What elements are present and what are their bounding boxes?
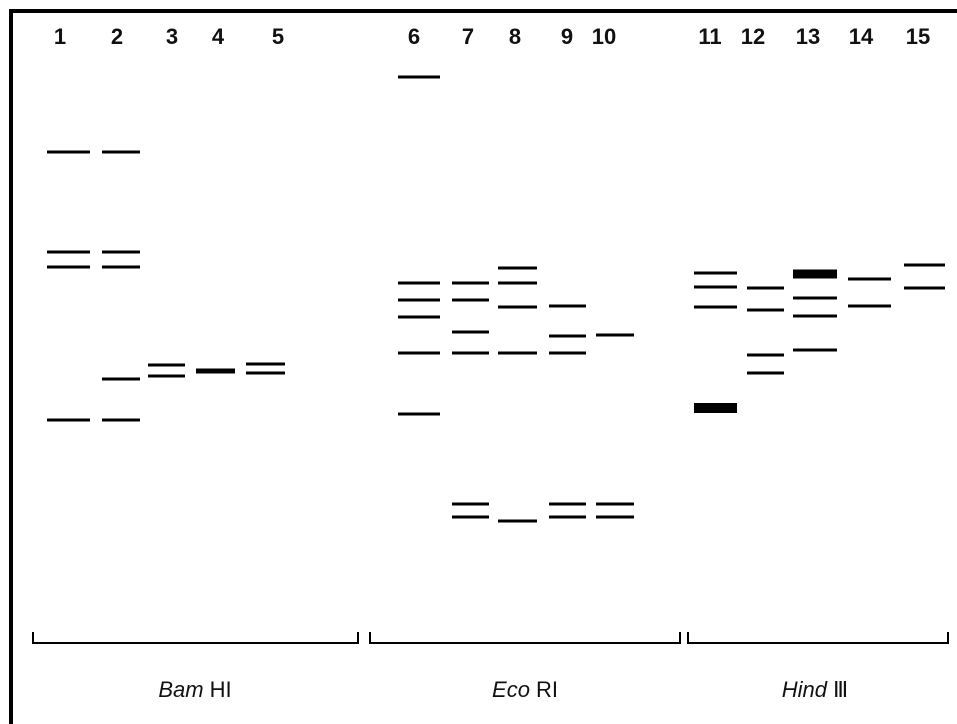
lane-label: 2 — [111, 24, 123, 49]
background — [0, 0, 957, 724]
enzyme-name-suffix: RI — [536, 677, 558, 702]
lane-label: 10 — [592, 24, 616, 49]
lane-label: 5 — [272, 24, 284, 49]
band — [102, 251, 140, 254]
lane-label: 8 — [509, 24, 521, 49]
band — [549, 335, 586, 338]
band — [47, 251, 90, 254]
band — [694, 272, 737, 275]
band — [694, 306, 737, 309]
band — [498, 267, 537, 270]
enzyme-name-italic: Eco — [492, 677, 530, 702]
band — [398, 282, 440, 285]
band — [196, 369, 235, 374]
band — [793, 270, 837, 279]
lane-label: 1 — [54, 24, 66, 49]
band — [694, 403, 737, 413]
band — [398, 413, 440, 416]
band — [398, 316, 440, 319]
band — [498, 306, 537, 309]
band — [398, 76, 440, 79]
band — [452, 299, 489, 302]
band — [549, 352, 586, 355]
lane-label: 3 — [166, 24, 178, 49]
band — [398, 299, 440, 302]
band — [498, 352, 537, 355]
band — [848, 305, 891, 308]
gel-diagram: 123456789101112131415 BamHIEcoRIHindⅢ — [0, 0, 957, 724]
band — [47, 266, 90, 269]
band — [47, 151, 90, 154]
band — [47, 419, 90, 422]
band — [102, 419, 140, 422]
band — [904, 287, 945, 290]
band — [148, 375, 185, 378]
band — [246, 372, 285, 375]
band — [747, 372, 784, 375]
band — [452, 503, 489, 506]
band — [747, 354, 784, 357]
band — [596, 334, 634, 337]
enzyme-name-italic: Bam — [158, 677, 203, 702]
band — [793, 349, 837, 352]
enzyme-name-italic: Hind — [782, 677, 828, 702]
lane-label: 15 — [906, 24, 930, 49]
band — [148, 364, 185, 367]
band — [596, 503, 634, 506]
band — [102, 378, 140, 381]
lane-label: 11 — [698, 24, 721, 49]
band — [793, 297, 837, 300]
band — [549, 516, 586, 519]
band — [452, 331, 489, 334]
lane-label: 9 — [561, 24, 573, 49]
band — [549, 305, 586, 308]
band — [747, 287, 784, 290]
band — [102, 266, 140, 269]
band — [793, 315, 837, 318]
lane-label: 6 — [408, 24, 420, 49]
band — [246, 363, 285, 366]
enzyme-name-suffix: HI — [210, 677, 232, 702]
band — [102, 151, 140, 154]
band — [452, 282, 489, 285]
band — [694, 286, 737, 289]
band — [747, 309, 784, 312]
band — [904, 264, 945, 267]
band — [596, 516, 634, 519]
lane-label: 14 — [849, 24, 874, 49]
lane-label: 12 — [741, 24, 765, 49]
lane-label: 13 — [796, 24, 820, 49]
enzyme-name-suffix: Ⅲ — [833, 677, 848, 702]
band — [498, 282, 537, 285]
band — [398, 352, 440, 355]
band — [452, 516, 489, 519]
band — [452, 352, 489, 355]
lane-label: 4 — [212, 24, 225, 49]
band — [848, 278, 891, 281]
band — [549, 503, 586, 506]
enzyme-label: Bam HI — [158, 677, 231, 702]
lane-label: 7 — [462, 24, 474, 49]
band — [498, 520, 537, 523]
